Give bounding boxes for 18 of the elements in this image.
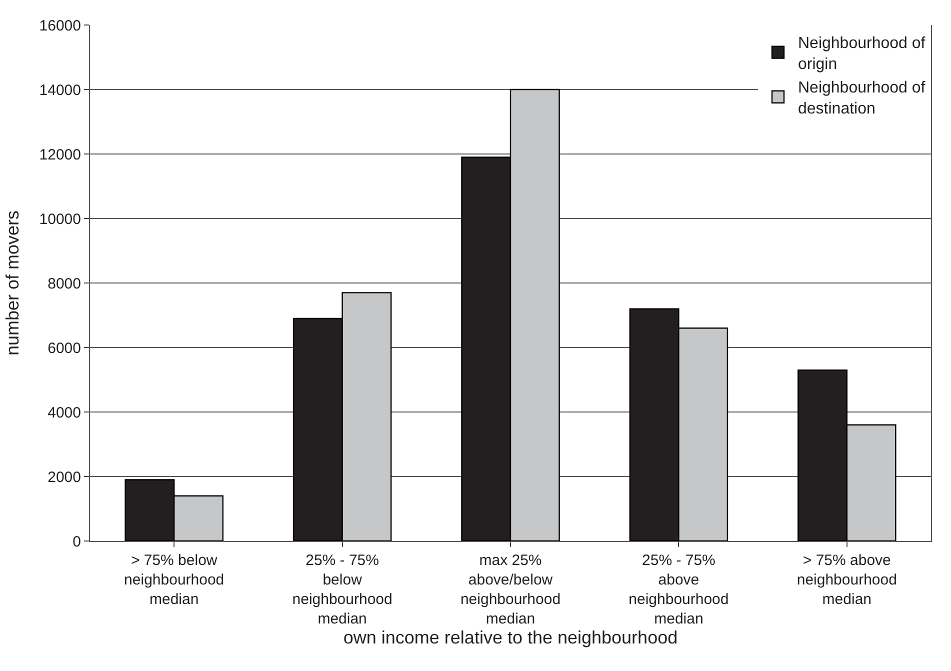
legend-label: Neighbourhood of origin	[798, 35, 926, 73]
x-tick-label: 25% - 75% above neighbourhood median	[628, 552, 729, 628]
y-tick-label: 2000	[48, 468, 81, 486]
y-tick-label: 0	[72, 533, 81, 550]
x-tick-label: > 75% below neighbourhood median	[124, 552, 224, 608]
x-tick-label: max 25% above/below neighbourhood median	[460, 552, 561, 628]
x-tick-label: 25% - 75% below neighbourhood median	[292, 552, 392, 628]
y-tick-label: 12000	[39, 146, 81, 164]
y-tick-label: 14000	[39, 82, 81, 99]
y-axis-title: number of movers	[2, 210, 22, 356]
y-tick-label: 4000	[48, 404, 81, 422]
y-tick-label: 6000	[48, 340, 81, 357]
x-axis-title: own income relative to the neighbourhood	[343, 628, 678, 648]
y-tick-label: 10000	[39, 210, 81, 228]
y-tick-label: 8000	[48, 275, 81, 292]
legend-label: Neighbourhood of destination	[798, 80, 926, 118]
x-tick-label: > 75% above neighbourhood median	[796, 552, 897, 608]
y-tick-label: 16000	[39, 17, 81, 34]
